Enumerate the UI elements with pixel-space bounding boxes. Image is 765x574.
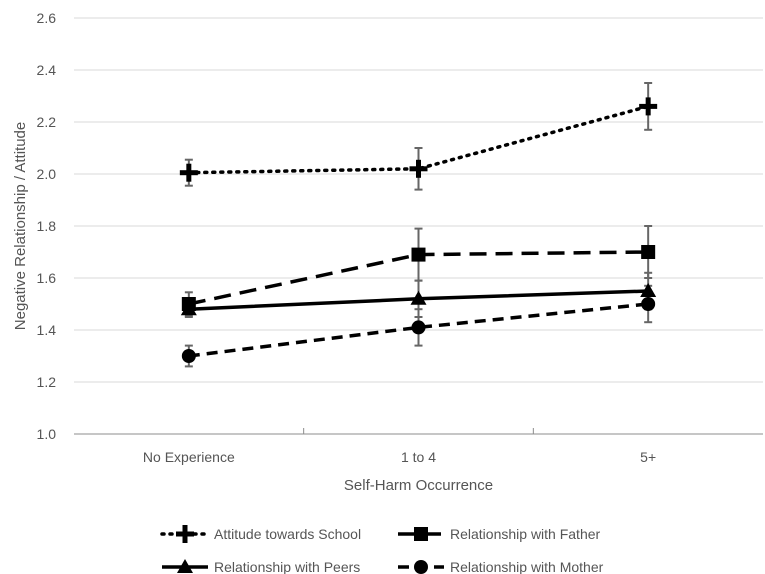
y-tick-label: 1.8 xyxy=(37,218,57,234)
legend-item: Relationship with Mother xyxy=(398,559,604,574)
data-point xyxy=(641,245,656,259)
data-points xyxy=(179,97,658,363)
legend-swatch-marker xyxy=(414,527,428,541)
data-point xyxy=(411,247,426,262)
data-point xyxy=(640,283,657,297)
x-tick-label: No Experience xyxy=(143,449,235,465)
data-point xyxy=(180,301,197,316)
axes xyxy=(74,428,763,435)
data-point xyxy=(410,290,427,305)
data-point xyxy=(181,349,196,363)
legend-label: Relationship with Peers xyxy=(214,559,360,574)
y-tick-label: 2.6 xyxy=(37,10,57,26)
y-tick-label: 2.4 xyxy=(37,62,57,78)
y-tick-label: 2.2 xyxy=(37,114,57,130)
data-point xyxy=(641,297,656,311)
legend-item: Attitude towards School xyxy=(160,525,361,543)
data-point xyxy=(409,159,428,178)
data-point xyxy=(639,97,658,116)
legend-swatch-marker xyxy=(414,560,428,574)
legend-label: Relationship with Father xyxy=(450,526,601,542)
y-axis-title: Negative Relationship / Attitude xyxy=(12,122,29,330)
plus-bar xyxy=(186,163,192,182)
y-tick-label: 1.4 xyxy=(37,322,57,338)
plus-bar xyxy=(416,159,421,178)
y-tick-label: 1.2 xyxy=(37,374,57,390)
legend-swatch-marker xyxy=(177,559,193,573)
x-axis-title: Self-Harm Occurrence xyxy=(344,477,493,494)
plus-bar xyxy=(182,525,188,543)
data-point xyxy=(179,163,198,182)
x-tick-label: 5+ xyxy=(640,449,656,465)
legend-label: Relationship with Mother xyxy=(450,559,604,574)
axis-labels: 1.0 1.2 1.4 1.6 1.8 2.0 2.2 2.4 2.6 No Experience… xyxy=(12,10,656,494)
legend-item: Relationship with Father xyxy=(398,526,601,542)
y-tick-label: 1.0 xyxy=(37,426,57,442)
plus-bar xyxy=(645,97,651,116)
data-point xyxy=(411,320,426,335)
series-line xyxy=(188,302,649,358)
y-tick-label: 1.6 xyxy=(37,270,57,286)
legend-swatch-marker xyxy=(176,525,194,543)
legend-label: Attitude towards School xyxy=(214,526,361,542)
x-tick-label: 1 to 4 xyxy=(401,449,436,465)
legend: Attitude towards School Relationship with… xyxy=(160,525,604,574)
y-tick-label: 2.0 xyxy=(37,166,57,182)
legend-item: Relationship with Peers xyxy=(162,559,360,574)
